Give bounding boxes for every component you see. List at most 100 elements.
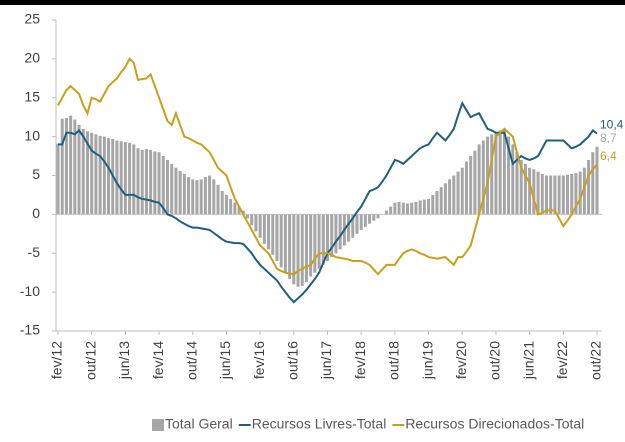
bar: [157, 152, 161, 215]
bar: [77, 124, 81, 215]
bar: [334, 214, 338, 254]
bar: [528, 167, 532, 215]
bar: [229, 198, 233, 215]
bar: [507, 136, 511, 215]
bar: [435, 191, 439, 215]
bar: [338, 214, 342, 250]
bar: [587, 159, 591, 215]
x-tick-label: fev/12: [49, 341, 65, 379]
bar: [174, 167, 178, 215]
y-tick-label: -5: [28, 244, 41, 260]
x-tick-label: out/12: [82, 341, 98, 380]
bar: [136, 148, 140, 215]
bar: [288, 214, 292, 279]
bar: [389, 206, 393, 215]
x-tick-label: jun/17: [318, 341, 334, 380]
bar: [431, 194, 435, 215]
bar: [368, 214, 372, 224]
bar: [405, 203, 410, 215]
end-label: 8,7: [600, 131, 617, 145]
bar: [574, 173, 578, 215]
bar: [199, 179, 203, 215]
bar: [267, 214, 271, 250]
bar: [523, 163, 527, 215]
bar: [351, 214, 355, 238]
bar: [69, 115, 73, 215]
bar: [473, 150, 477, 215]
bar: [452, 175, 456, 215]
x-tick-label: jun/15: [217, 341, 233, 380]
bar: [208, 175, 212, 215]
bar: [212, 179, 216, 215]
x-tick-label: jun/13: [116, 341, 132, 380]
bar: [376, 214, 380, 219]
line-series: [57, 57, 598, 276]
x-tick-label: fev/16: [251, 341, 267, 379]
bar: [464, 161, 468, 215]
bar: [456, 171, 460, 215]
bar: [161, 156, 165, 215]
x-tick-label: fev/20: [453, 341, 469, 379]
bar: [330, 214, 334, 258]
bar: [195, 180, 199, 215]
bar: [448, 179, 452, 215]
legend-label: Recursos Livres-Total: [252, 416, 387, 432]
bar: [128, 142, 132, 215]
bar: [182, 173, 186, 215]
bar: [427, 198, 431, 215]
bar: [107, 138, 111, 215]
bar: [258, 214, 262, 238]
bar: [439, 187, 443, 215]
bar: [279, 214, 283, 268]
bar: [153, 151, 157, 215]
bar: [591, 152, 595, 215]
bar: [414, 201, 418, 215]
bar: [469, 156, 473, 215]
bar: [485, 136, 490, 215]
bar: [90, 132, 94, 215]
bar: [123, 142, 127, 215]
bar: [178, 170, 182, 215]
legend-label: Total Geral: [165, 416, 233, 432]
bar: [321, 214, 325, 265]
bar: [283, 214, 287, 274]
bar: [119, 141, 123, 215]
bar: [81, 128, 85, 215]
bar: [372, 214, 376, 221]
x-tick-label: fev/14: [150, 341, 166, 379]
bar: [140, 149, 144, 215]
bar: [73, 119, 77, 215]
y-tick-label: -15: [20, 322, 40, 338]
bar: [347, 214, 351, 242]
bar: [578, 171, 582, 215]
bar: [384, 210, 388, 215]
bar: [144, 149, 148, 215]
x-tick-label: jun/19: [419, 341, 435, 380]
bar: [191, 179, 195, 215]
bar: [237, 206, 241, 215]
bar: [401, 202, 405, 215]
bar: [511, 144, 515, 215]
bar: [224, 194, 228, 215]
bar: [170, 163, 174, 215]
x-tick-label: out/20: [487, 341, 503, 380]
bar: [56, 143, 60, 215]
bar: [540, 173, 544, 215]
bar: [187, 177, 191, 215]
bar: [536, 171, 540, 215]
bar: [418, 200, 422, 215]
bar: [102, 136, 106, 215]
bar: [262, 214, 266, 244]
bar: [557, 175, 561, 215]
end-label: 6,4: [600, 149, 617, 163]
y-tick-label: 20: [24, 50, 40, 66]
bar: [355, 214, 359, 234]
bar: [359, 214, 363, 230]
bar: [132, 144, 136, 215]
legend-label: Recursos Direcionados-Total: [405, 416, 584, 432]
bar: [553, 175, 557, 215]
bar: [115, 140, 119, 215]
x-tick-label: out/22: [588, 341, 604, 380]
bar: [477, 144, 481, 215]
bar: [254, 214, 258, 232]
